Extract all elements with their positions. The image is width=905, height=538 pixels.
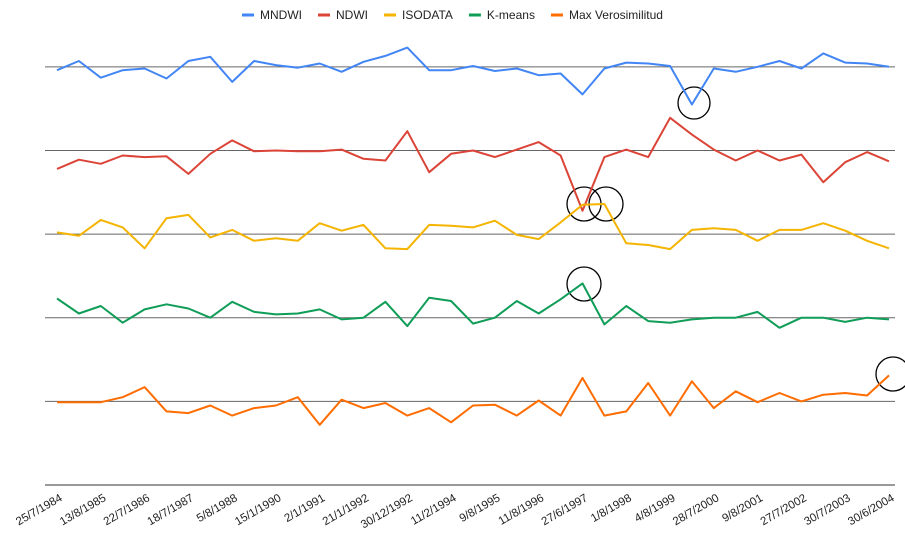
series-line (56, 203, 890, 251)
legend-label: MNDWI (260, 8, 302, 22)
x-tick-label: 2/1/1991 (282, 492, 327, 525)
x-tick-label: 13/8/1985 (58, 492, 108, 528)
series-line (56, 116, 890, 212)
series-line (56, 282, 890, 329)
x-tick-label: 9/8/1995 (458, 492, 503, 525)
legend: MNDWI NDWI ISODATA K-means Max Verosimilitud (242, 8, 663, 22)
x-tick-label: 11/2/1994 (409, 492, 459, 528)
x-tick-label: 1/8/1998 (589, 492, 634, 525)
legend-label: ISODATA (402, 8, 453, 22)
x-tick-label: 27/7/2002 (759, 492, 809, 528)
x-tick-label: 30/7/2003 (802, 492, 852, 528)
x-tick-label: 30/6/2004 (846, 492, 897, 528)
legend-label: K-means (487, 8, 535, 22)
legend-label: Max Verosimilitud (569, 8, 663, 22)
x-tick-label: 15/1/1990 (233, 492, 283, 528)
x-tick-label: 22/7/1986 (102, 492, 152, 528)
series-line (57, 374, 890, 426)
annotations (566, 86, 905, 392)
x-tick-label: 28/7/2000 (671, 492, 721, 528)
x-tick-label: 18/7/1987 (146, 492, 196, 528)
highlight-circle (677, 86, 711, 120)
x-tick-label: 11/8/1996 (497, 492, 547, 528)
x-tick-label: 5/8/1988 (195, 492, 240, 525)
series-line (56, 46, 890, 106)
x-tick-label: 27/6/1997 (540, 492, 590, 528)
legend-label: NDWI (336, 8, 368, 22)
highlight-circle (566, 266, 602, 302)
x-tick-label: 9/8/2001 (720, 492, 765, 525)
x-tick-label: 25/7/1984 (14, 492, 65, 528)
highlight-circle (875, 356, 905, 392)
x-tick-label: 4/8/1999 (633, 492, 678, 525)
